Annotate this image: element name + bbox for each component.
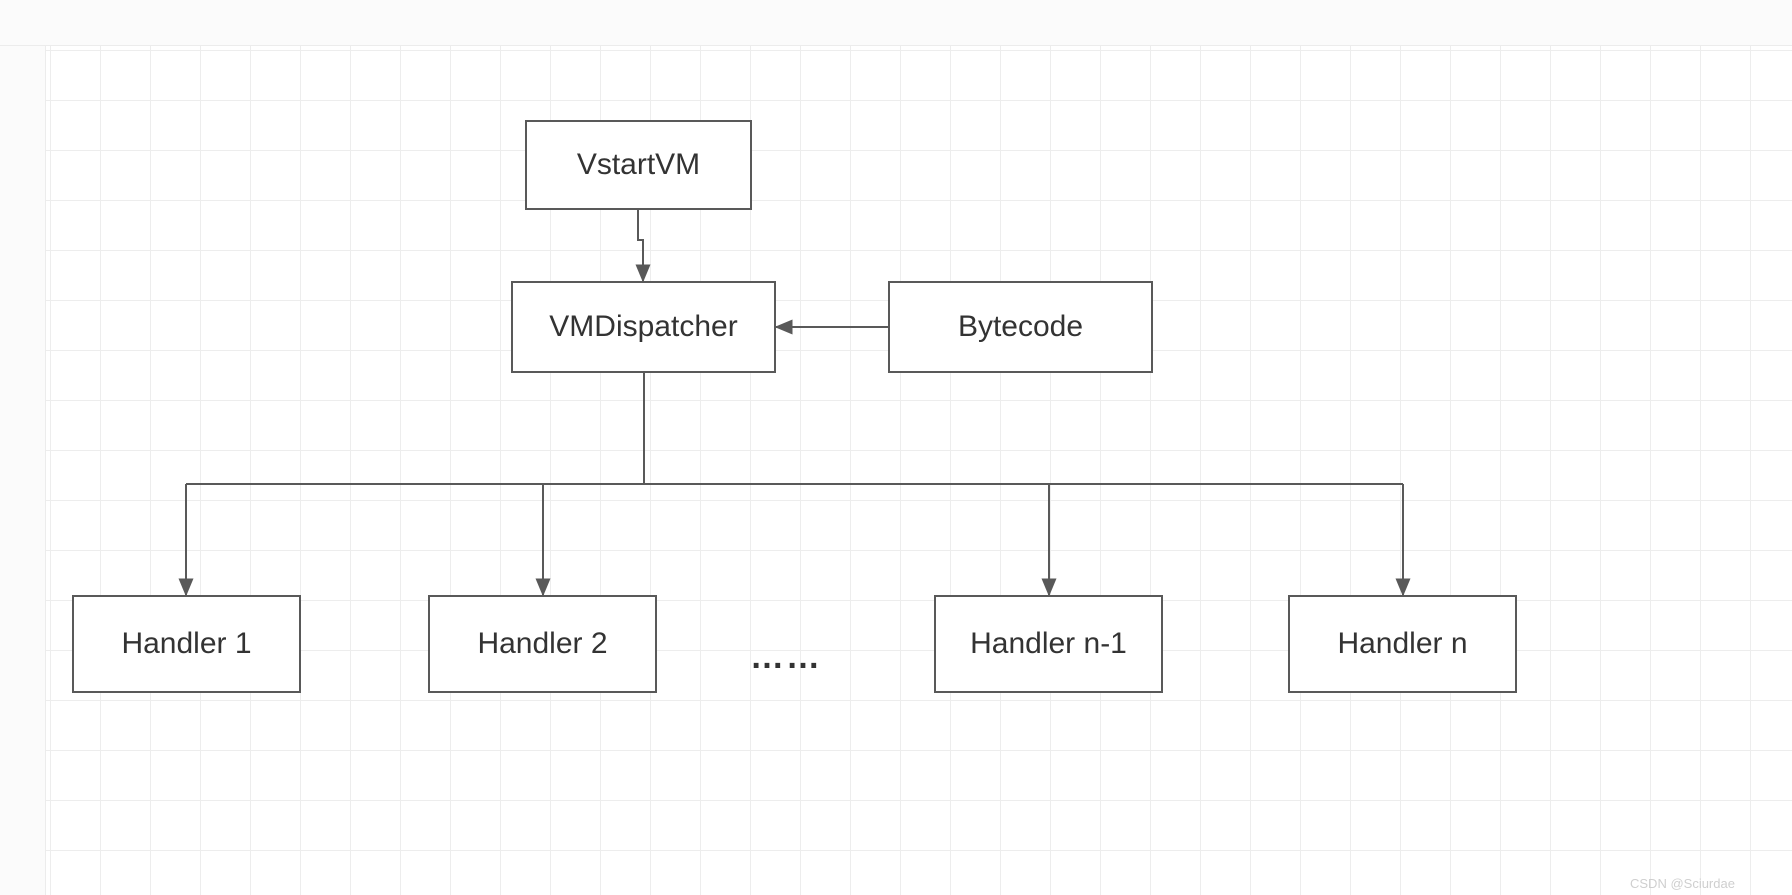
node-label: Handler 2 (477, 627, 607, 661)
node-handler-n: Handler n (1288, 595, 1517, 693)
node-vstartvm: VstartVM (525, 120, 752, 210)
node-handler-n-1: Handler n-1 (934, 595, 1163, 693)
node-vmdispatcher: VMDispatcher (511, 281, 776, 373)
node-handler-2: Handler 2 (428, 595, 657, 693)
node-label: Bytecode (958, 310, 1083, 344)
node-bytecode: Bytecode (888, 281, 1153, 373)
node-handler-1: Handler 1 (72, 595, 301, 693)
watermark-text: CSDN @Sciurdae (1630, 876, 1735, 891)
node-label: Handler n (1337, 627, 1467, 661)
node-label: Handler n-1 (970, 627, 1127, 661)
edge-layer (0, 0, 1792, 895)
node-label: VMDispatcher (549, 310, 737, 344)
ellipsis-label: …… (750, 638, 822, 677)
node-label: VstartVM (577, 148, 700, 182)
edge-vstart-to-dispatcher (638, 210, 643, 281)
node-label: Handler 1 (121, 627, 251, 661)
